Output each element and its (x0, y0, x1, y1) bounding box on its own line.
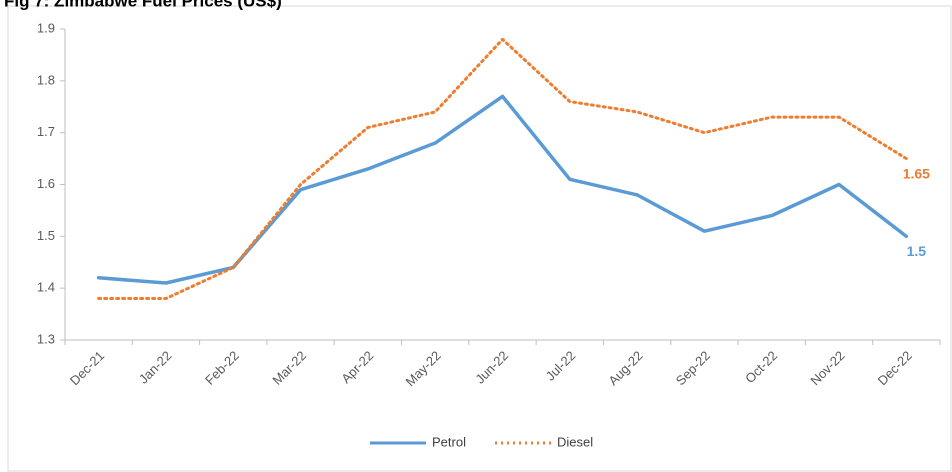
series-line (97, 37, 908, 301)
x-tick-label: Sep-22 (673, 348, 713, 388)
y-tick-label: 1.4 (37, 280, 55, 295)
x-tick-label: Jan-22 (136, 348, 175, 387)
x-tick-label: Dec-22 (875, 348, 915, 388)
y-tick-label: 1.8 (37, 72, 55, 87)
y-tick-label: 1.7 (37, 124, 55, 139)
x-tick-label: May-22 (402, 348, 443, 389)
legend-label: Petrol (432, 434, 466, 449)
y-tick-label: 1.5 (37, 228, 55, 243)
x-tick-label: Feb-22 (202, 348, 242, 388)
series-line (96, 94, 909, 285)
x-tick-label: Nov-22 (807, 348, 847, 388)
x-tick-label: Mar-22 (269, 348, 309, 388)
y-tick-label: 1.9 (37, 20, 55, 35)
x-tick-label: Aug-22 (605, 348, 645, 388)
y-tick-label: 1.6 (37, 176, 55, 191)
legend-label: Diesel (557, 434, 593, 449)
y-tick-label: 1.3 (37, 331, 55, 346)
x-tick-label: Oct-22 (742, 348, 780, 386)
chart-title: Fig 7: Zimbabwe Fuel Prices (US$) (4, 0, 282, 10)
x-tick-label: Jul-22 (543, 348, 579, 384)
data-label: 1.5 (907, 243, 927, 259)
x-tick-label: Apr-22 (338, 348, 376, 386)
data-label: 1.65 (903, 165, 930, 181)
x-tick-label: Dec-21 (67, 348, 107, 388)
chart-border (7, 5, 952, 472)
x-tick-label: Jun-22 (472, 348, 511, 387)
